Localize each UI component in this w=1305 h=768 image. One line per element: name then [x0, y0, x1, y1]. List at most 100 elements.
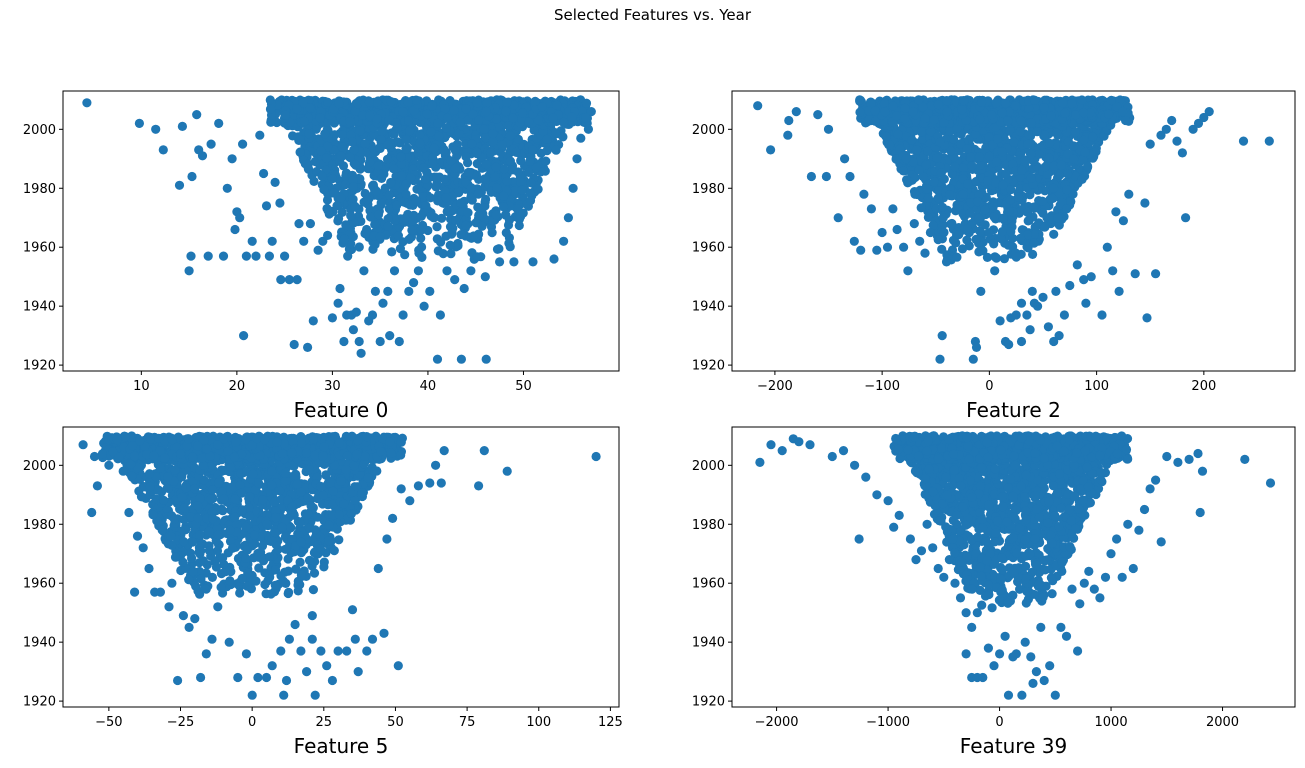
scatter-point	[923, 146, 933, 156]
scatter-point	[1077, 174, 1087, 184]
scatter-point	[1060, 108, 1070, 118]
scatter-point	[966, 152, 976, 162]
scatter-point	[490, 171, 500, 181]
scatter-point	[901, 154, 911, 164]
scatter-point	[1043, 169, 1053, 179]
scatter-point	[1006, 185, 1016, 195]
scatter-point	[319, 184, 329, 195]
scatter-point	[933, 193, 943, 203]
scatter-point	[505, 131, 515, 141]
scatter-point	[1032, 127, 1042, 137]
scatter-point	[434, 131, 444, 141]
scatter-point	[989, 239, 999, 249]
scatter-point	[1049, 161, 1059, 171]
y-tick-label: 1960	[692, 241, 725, 256]
scatter-point	[504, 121, 514, 131]
scatter-point	[474, 115, 484, 125]
subplot-feature-2: −200 −100 0 100 20019201940196019802000Featu…	[692, 90, 1296, 422]
scatter-point	[923, 193, 934, 203]
scatter-point	[493, 122, 504, 132]
scatter-point	[942, 96, 952, 106]
scatter-point	[373, 161, 383, 171]
scatter-point	[900, 114, 910, 124]
scatter-point	[516, 177, 526, 187]
scatter-point	[1034, 149, 1044, 159]
scatter-point	[984, 228, 994, 238]
scatter-point	[296, 548, 306, 558]
scatter-point	[497, 140, 507, 150]
plot-frame	[62, 90, 620, 372]
scatter-point	[440, 104, 450, 114]
scatter-point	[386, 177, 396, 188]
scatter-point	[335, 283, 345, 294]
scatter-point	[203, 251, 213, 261]
scatter-point	[1193, 118, 1204, 128]
scatter-point	[516, 156, 526, 166]
scatter-point	[923, 212, 934, 222]
scatter-point	[1025, 325, 1035, 335]
scatter-point	[310, 156, 320, 167]
scatter-point	[934, 186, 944, 196]
scatter-point	[947, 169, 957, 179]
scatter-point	[1079, 135, 1089, 145]
scatter-point	[432, 172, 442, 182]
scatter-point	[447, 228, 457, 238]
scatter-point	[907, 135, 917, 145]
scatter-point	[451, 215, 461, 225]
scatter-point	[411, 196, 421, 206]
scatter-point	[371, 97, 382, 107]
scatter-point	[1142, 313, 1152, 323]
scatter-point	[1088, 132, 1098, 142]
scatter-point	[563, 213, 574, 223]
scatter-point	[963, 179, 973, 189]
scatter-point	[1026, 173, 1036, 183]
scatter-point	[529, 125, 539, 135]
scatter-point	[254, 563, 264, 573]
scatter-point	[929, 115, 939, 125]
y-tick-label: 1920	[692, 359, 725, 374]
scatter-point	[321, 153, 332, 163]
scatter-point	[348, 325, 358, 335]
scatter-point	[267, 236, 277, 246]
scatter-point	[405, 126, 415, 136]
scatter-point	[947, 218, 957, 229]
scatter-point	[1077, 95, 1087, 105]
scatter-point	[320, 129, 330, 139]
scatter-point	[915, 236, 925, 246]
scatter-point	[151, 124, 161, 134]
scatter-point	[158, 145, 168, 155]
y-tick-label: 1920	[23, 359, 56, 374]
scatter-point	[1083, 161, 1093, 171]
y-tick-label: 1940	[692, 300, 725, 315]
scatter-point	[783, 130, 793, 140]
scatter-point	[479, 124, 489, 134]
scatter-point	[427, 159, 438, 169]
scatter-point	[207, 572, 217, 583]
scatter-point	[972, 196, 983, 207]
scatter-point	[304, 129, 314, 139]
scatter-point	[926, 101, 936, 111]
scatter-point	[298, 98, 308, 108]
scatter-point	[1023, 139, 1033, 149]
scatter-point	[1070, 171, 1080, 181]
scatter-point	[1027, 286, 1037, 296]
scatter-point	[980, 205, 990, 215]
scatter-point	[354, 336, 364, 347]
scatter-point	[416, 233, 426, 243]
y-tick-label: 1960	[23, 241, 56, 256]
scatter-point	[419, 301, 429, 311]
scatter-point	[214, 118, 224, 128]
scatter-point	[541, 156, 551, 166]
scatter-point	[928, 220, 938, 230]
scatter-point	[446, 249, 456, 259]
scatter-point	[1011, 310, 1021, 320]
scatter-point	[1046, 111, 1056, 121]
scatter-point	[383, 286, 393, 296]
scatter-point	[1121, 115, 1131, 126]
scatter-point	[339, 336, 349, 347]
scatter-point	[1026, 118, 1036, 128]
scatter-point	[537, 102, 548, 112]
scatter-point	[216, 582, 226, 592]
scatter-point	[481, 132, 491, 143]
scatter-point	[184, 266, 194, 276]
